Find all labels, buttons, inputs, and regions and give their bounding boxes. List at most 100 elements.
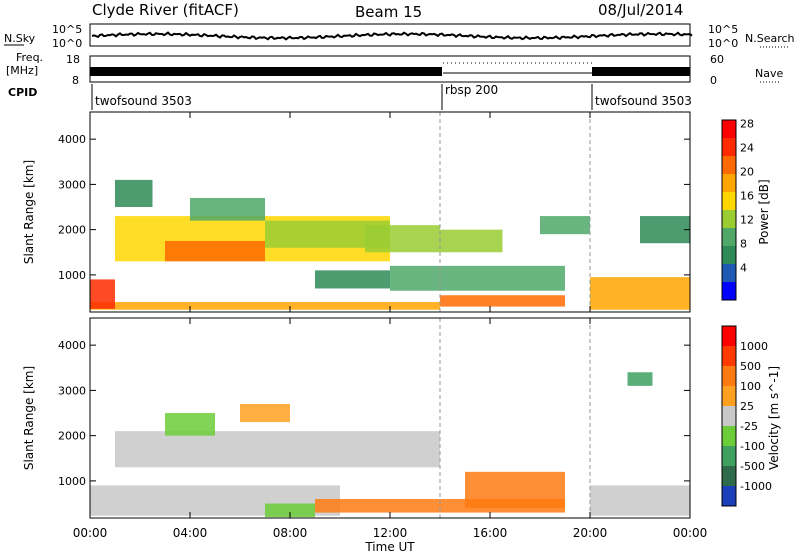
noise-right-label: N.Search: [745, 32, 795, 45]
colorbar-segment-4: [722, 210, 736, 228]
x-tick-label-6: 00:00: [673, 526, 708, 540]
beam-title: Beam 15: [355, 3, 422, 21]
power-colorbar: 4 8 12 16 20 24 28: [721, 118, 754, 301]
colorbar-segment-8: [722, 326, 736, 346]
power-colorbar-tick-2: 12: [740, 214, 754, 227]
y-tick-label-2: 3000: [58, 384, 86, 397]
heatmap-region-14: [640, 216, 690, 244]
heatmap-region-12: [440, 229, 503, 253]
heatmap-region-2: [590, 277, 690, 310]
velocity-ylabel: Slant Range [km]: [22, 366, 36, 470]
power-colorbar-tick-5: 24: [740, 142, 754, 155]
noise-panel: N.Sky 10^5 10^0 N.Search 10^5 10^0: [4, 23, 795, 50]
x-tick-label-2: 08:00: [273, 526, 308, 540]
colorbar-segment-1: [722, 264, 736, 282]
power-ylabel: Slant Range [km]: [22, 160, 36, 264]
noise-left-tick-bottom: 10^0: [52, 37, 82, 50]
noise-left-tick-top: 10^5: [52, 23, 82, 36]
freq-left-tick-top: 18: [66, 53, 80, 66]
heatmap-region-1: [440, 295, 565, 307]
colorbar-segment-1: [722, 466, 736, 486]
heatmap-region-11: [390, 265, 565, 291]
velocity-colorbar-tick-5: -100: [740, 440, 765, 453]
power-panel: 1000 2000 3000 4000 Slant Range [km] 4 8 12 16…: [22, 111, 771, 313]
colorbar-segment-6: [722, 366, 736, 386]
colorbar-segment-5: [722, 192, 736, 210]
heatmap-region-3: [90, 279, 115, 309]
colorbar-segment-2: [722, 446, 736, 466]
colorbar-segment-9: [722, 120, 736, 138]
power-colorbar-tick-4: 20: [740, 166, 754, 179]
x-tick-label-1: 04:00: [173, 526, 208, 540]
heatmap-region-9: [365, 225, 440, 253]
colorbar-frame: [721, 119, 737, 301]
heatmap-region-5: [165, 240, 265, 262]
power-colorbar-tick-0: 4: [740, 262, 747, 275]
cpid-panel: CPID twofsound 3503 rbsp 200 twofsound 3…: [8, 83, 692, 110]
freq-left-label-1: Freq.: [16, 51, 43, 64]
freq-band-segment-3: [592, 67, 690, 76]
heatmap-region-7: [190, 197, 265, 221]
y-tick-label-3: 4000: [58, 339, 86, 352]
velocity-colorbar-tick-0: 1000: [740, 340, 768, 353]
cpid-segment-1: twofsound 3503: [95, 94, 192, 108]
heatmap-region-8: [115, 179, 153, 208]
colorbar-segment-8: [722, 138, 736, 156]
heatmap-region-7: [265, 503, 315, 518]
noise-right-tick-bottom: 10^0: [708, 37, 738, 50]
radar-title: Clyde River (fitACF): [92, 1, 239, 19]
colorbar-segment-0: [722, 282, 736, 300]
heatmap-region-4: [465, 471, 565, 509]
velocity-colorbar-label: Velocity [m s^-1]: [767, 366, 781, 470]
colorbar-frame: [721, 325, 737, 507]
heatmap-region-10: [315, 270, 390, 289]
x-tick-label-0: 00:00: [73, 526, 108, 540]
freq-right-tick-bottom: 0: [710, 74, 717, 87]
cpid-label: CPID: [8, 86, 37, 99]
freq-right-label: Nave: [755, 67, 783, 80]
colorbar-segment-7: [722, 156, 736, 174]
heatmap-region-5: [240, 403, 290, 423]
colorbar-segment-0: [722, 486, 736, 506]
freq-right-tick-top: 60: [710, 53, 724, 66]
heatmap-region-0: [90, 302, 440, 310]
y-tick-label-1: 2000: [58, 224, 86, 237]
x-tick-label-3: 12:00: [373, 526, 408, 540]
heatmap-region-0: [115, 431, 440, 468]
xlabel: Time UT: [364, 540, 415, 554]
power-axes: 1000 2000 3000 4000: [58, 112, 691, 312]
y-tick-label-0: 1000: [58, 475, 86, 488]
freq-left-tick-bottom: 8: [72, 74, 79, 87]
colorbar-segment-3: [722, 228, 736, 246]
colorbar-segment-3: [722, 426, 736, 446]
freq-band-segment-1: [90, 67, 442, 76]
power-panel-frame: [89, 111, 691, 313]
freq-left-label-2: [MHz]: [6, 64, 38, 77]
velocity-panel-frame: [89, 317, 691, 519]
date-title: 08/Jul/2014: [598, 1, 683, 19]
colorbar-segment-2: [722, 246, 736, 264]
heatmap-region-8: [627, 372, 653, 386]
y-tick-label-2: 3000: [58, 178, 86, 191]
power-heatmap-cells: [90, 112, 690, 312]
noise-right-tick-top: 10^5: [708, 23, 738, 36]
velocity-colorbar-tick-4: -25: [740, 420, 758, 433]
x-tick-label-5: 20:00: [573, 526, 608, 540]
velocity-colorbar: 1000 500 100 25 -25 -100 -500 -1000: [721, 325, 772, 507]
heatmap-region-13: [540, 216, 590, 235]
time-axis-ticks: 00:00 04:00 08:00 12:00 16:00 20:00 00:00: [73, 526, 708, 540]
colorbar-segment-4: [722, 406, 736, 426]
y-tick-label-3: 4000: [58, 133, 86, 146]
power-colorbar-label: Power [dB]: [757, 179, 771, 244]
power-colorbar-tick-6: 28: [740, 118, 754, 131]
cpid-segment-3: twofsound 3503: [595, 94, 692, 108]
colorbar-segment-7: [722, 346, 736, 366]
velocity-colorbar-tick-6: -500: [740, 460, 765, 473]
power-colorbar-tick-3: 16: [740, 190, 754, 203]
velocity-colorbar-tick-3: 25: [740, 400, 754, 413]
velocity-colorbar-tick-2: 100: [740, 380, 761, 393]
velocity-colorbar-tick-1: 500: [740, 360, 761, 373]
velocity-heatmap-cells: [90, 318, 690, 518]
colorbar-segment-5: [722, 386, 736, 406]
